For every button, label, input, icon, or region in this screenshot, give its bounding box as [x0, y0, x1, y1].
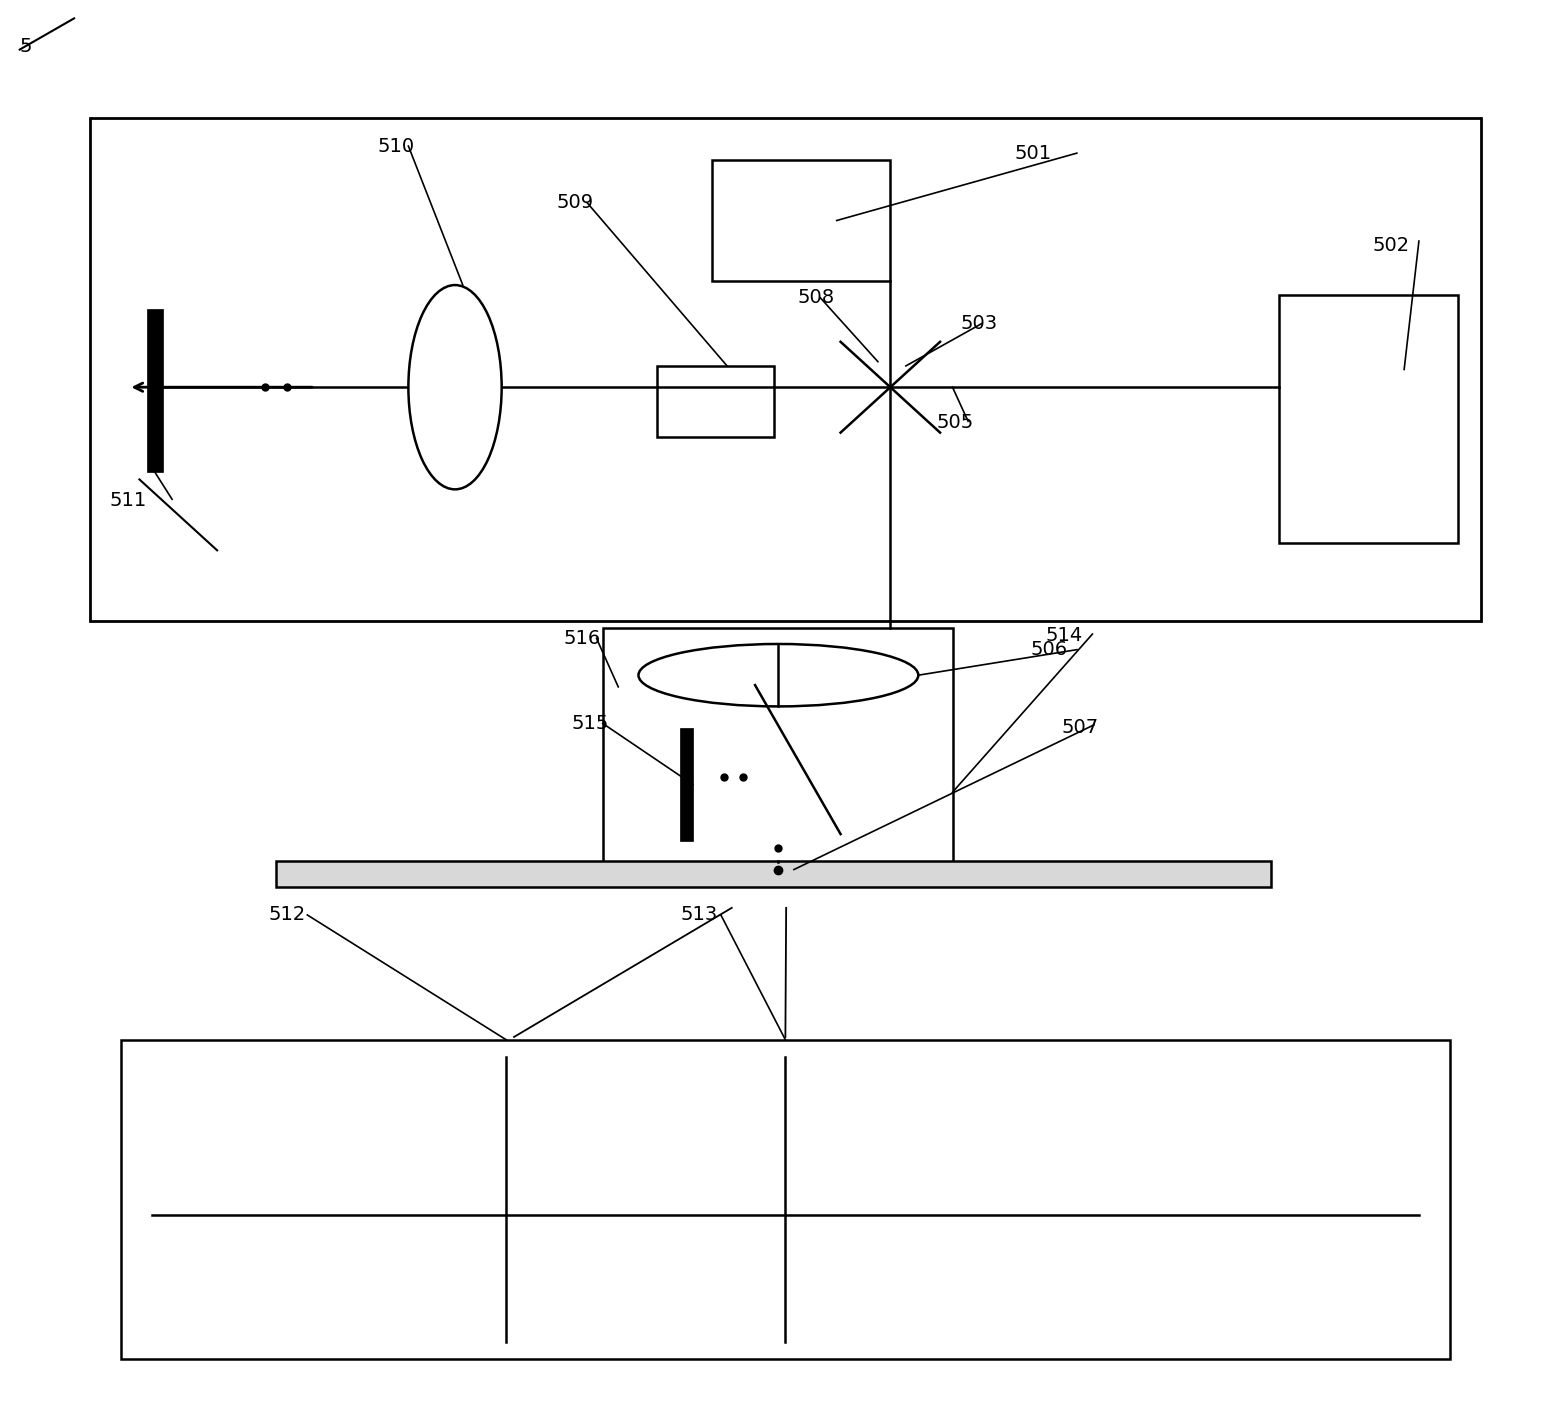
Text: 512: 512: [269, 906, 306, 925]
Text: 505: 505: [936, 414, 974, 432]
Bar: [1279, 295, 1458, 544]
Text: 508: 508: [797, 288, 835, 307]
Ellipse shape: [408, 285, 502, 489]
Text: 501: 501: [1014, 144, 1052, 163]
Text: 514: 514: [1046, 626, 1083, 645]
Text: 511: 511: [109, 491, 147, 511]
Ellipse shape: [638, 644, 919, 706]
Bar: [89, 117, 1482, 621]
Bar: [277, 860, 1271, 886]
Bar: [656, 365, 774, 437]
Text: 502: 502: [1372, 235, 1410, 255]
Text: 509: 509: [556, 193, 594, 213]
Text: 515: 515: [572, 714, 610, 733]
Text: 516: 516: [564, 629, 602, 648]
Text: 503: 503: [960, 314, 997, 332]
Text: 506: 506: [1030, 641, 1068, 659]
Text: 510: 510: [377, 137, 414, 156]
Bar: [603, 628, 952, 862]
Bar: [680, 728, 692, 841]
Bar: [711, 160, 891, 281]
Text: 5: 5: [20, 37, 33, 56]
Bar: [120, 1040, 1450, 1359]
Text: 513: 513: [680, 906, 717, 925]
Bar: [147, 310, 163, 472]
Text: 507: 507: [1061, 718, 1099, 738]
